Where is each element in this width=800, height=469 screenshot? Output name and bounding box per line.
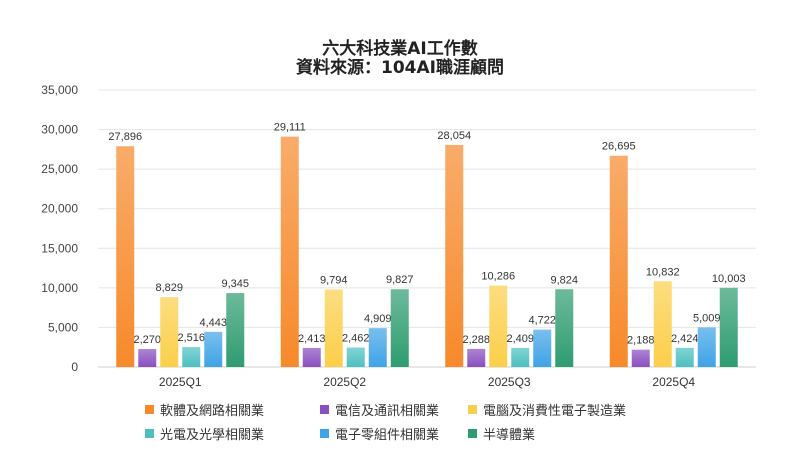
data-label: 10,286 bbox=[481, 271, 515, 283]
data-label: 4,722 bbox=[528, 315, 556, 327]
bar bbox=[390, 289, 409, 367]
bar bbox=[631, 349, 650, 367]
bar bbox=[226, 293, 245, 367]
data-label: 9,827 bbox=[386, 274, 414, 286]
y-tick-label: 0 bbox=[71, 360, 78, 374]
data-label: 2,270 bbox=[133, 334, 161, 346]
bar bbox=[116, 146, 135, 367]
legend-item: 電信及通訊相關業 bbox=[320, 400, 439, 419]
bar bbox=[609, 155, 628, 367]
legend-swatch bbox=[145, 429, 154, 438]
bar bbox=[160, 297, 179, 367]
y-tick-label: 15,000 bbox=[41, 241, 78, 255]
data-label: 9,794 bbox=[320, 274, 348, 286]
legend-item: 光電及光學相關業 bbox=[145, 424, 264, 443]
legend-label: 半導體業 bbox=[483, 428, 536, 443]
legend-item: 軟體及網路相關業 bbox=[145, 400, 264, 419]
data-label: 4,443 bbox=[199, 317, 227, 329]
bar bbox=[533, 329, 552, 367]
data-label: 9,824 bbox=[550, 274, 578, 286]
data-label: 2,409 bbox=[506, 333, 534, 345]
bar bbox=[346, 347, 365, 367]
chart-subtitle: 資料來源：104AI職涯顧問 bbox=[296, 58, 504, 78]
legend-label: 電腦及消費性電子製造業 bbox=[483, 404, 627, 419]
data-label: 2,424 bbox=[671, 333, 699, 345]
legend-label: 光電及光學相關業 bbox=[160, 428, 265, 443]
chart-title: 六大科技業AI工作數 bbox=[322, 39, 478, 59]
data-label: 2,188 bbox=[627, 335, 655, 347]
x-tick-label: 2025Q4 bbox=[652, 375, 695, 389]
data-label: 10,832 bbox=[646, 266, 680, 278]
data-label: 9,345 bbox=[221, 278, 249, 290]
bar bbox=[719, 287, 738, 367]
y-tick-label: 20,000 bbox=[41, 202, 78, 216]
data-label: 5,009 bbox=[693, 312, 721, 324]
y-tick-label: 10,000 bbox=[41, 281, 78, 295]
data-label: 2,516 bbox=[177, 332, 205, 344]
data-label: 26,695 bbox=[602, 141, 636, 153]
legend-label: 電信及通訊相關業 bbox=[335, 404, 440, 419]
data-label: 29,111 bbox=[274, 122, 306, 134]
y-tick-label: 30,000 bbox=[41, 123, 78, 137]
data-label: 28,054 bbox=[437, 130, 471, 142]
legend-swatch bbox=[320, 429, 329, 438]
legend-item: 電子零組件相關業 bbox=[320, 424, 439, 443]
bar bbox=[445, 144, 464, 367]
legend-item: 半導體業 bbox=[468, 424, 535, 443]
y-tick-label: 35,000 bbox=[41, 83, 78, 97]
data-label: 8,829 bbox=[155, 282, 183, 294]
bar bbox=[653, 281, 672, 367]
y-tick-label: 5,000 bbox=[48, 320, 78, 334]
x-tick-label: 2025Q3 bbox=[488, 375, 531, 389]
bar bbox=[302, 347, 321, 367]
legend-swatch bbox=[320, 405, 329, 414]
bar bbox=[489, 285, 508, 367]
data-label: 2,413 bbox=[298, 333, 326, 345]
legend-label: 軟體及網路相關業 bbox=[160, 404, 265, 419]
bar bbox=[675, 347, 694, 367]
legend-swatch bbox=[468, 405, 477, 414]
bar bbox=[368, 328, 387, 367]
bar bbox=[697, 327, 716, 367]
bar bbox=[182, 347, 201, 367]
legend-label: 電子零組件相關業 bbox=[335, 428, 440, 443]
x-tick-label: 2025Q1 bbox=[159, 375, 202, 389]
bar bbox=[324, 289, 343, 367]
data-label: 27,896 bbox=[108, 131, 142, 143]
data-label: 2,288 bbox=[462, 334, 490, 346]
data-label: 4,909 bbox=[364, 313, 392, 325]
bar bbox=[280, 136, 299, 367]
bar bbox=[204, 331, 223, 367]
legend-item: 電腦及消費性電子製造業 bbox=[468, 400, 626, 419]
bar bbox=[511, 347, 530, 367]
bar bbox=[555, 289, 574, 367]
bar bbox=[467, 348, 486, 367]
legend-swatch bbox=[468, 429, 477, 438]
y-tick-label: 25,000 bbox=[41, 162, 78, 176]
x-tick-label: 2025Q2 bbox=[323, 375, 366, 389]
data-label: 10,003 bbox=[712, 273, 746, 285]
legend-swatch bbox=[145, 405, 154, 414]
data-label: 2,462 bbox=[342, 333, 370, 345]
bar bbox=[138, 349, 157, 367]
